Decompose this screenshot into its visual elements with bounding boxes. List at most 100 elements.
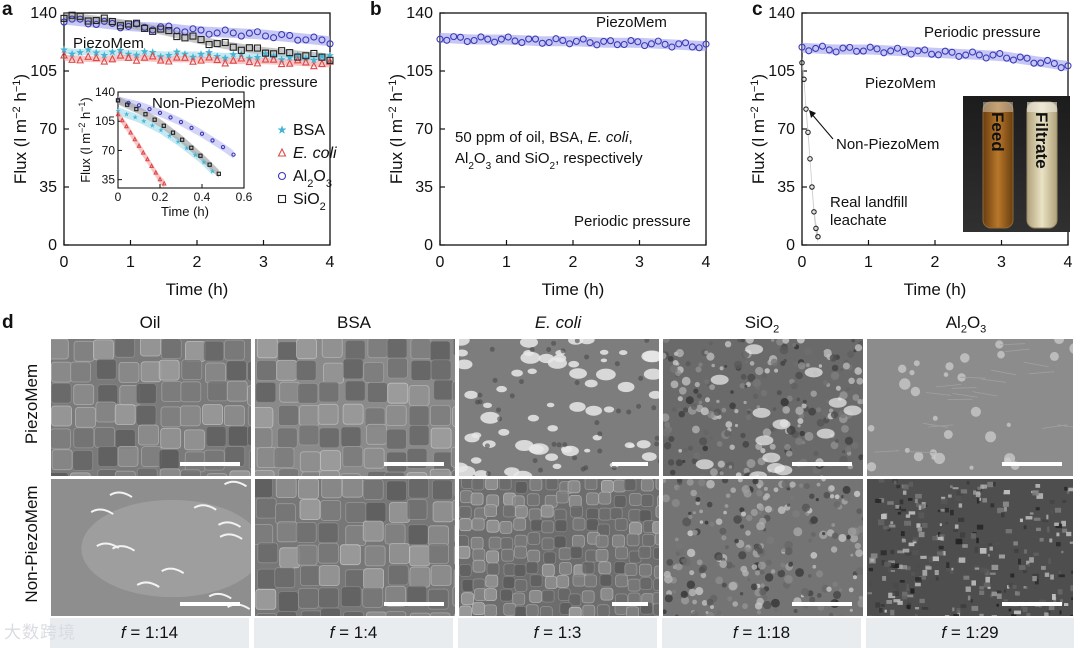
panel-b-point-34	[668, 43, 676, 51]
panel-a-point-2-1	[68, 15, 76, 23]
panel-c-annotation-nonpiezomem: Non-PiezoMem	[836, 136, 939, 153]
panel-a-legend-marker-1	[277, 147, 287, 157]
panel-b-point-0	[436, 35, 444, 43]
panel-a-legend-label-3: SiO2	[293, 191, 326, 213]
panel-a-point-3-16	[189, 32, 197, 40]
panel-b-point-1	[443, 36, 451, 44]
panel-a-point-1-22	[237, 53, 246, 62]
panel-a-point-2-13	[165, 22, 173, 30]
panel-a-ytick-label-3: 105	[30, 63, 57, 80]
panel-a-point-1-28	[285, 59, 294, 67]
panel-c-point-12	[880, 49, 888, 57]
panel-c-point-38	[1057, 64, 1065, 72]
panel-a-point-3-7	[116, 22, 124, 30]
panel-a-point-1-0	[60, 50, 68, 59]
panel-b-point-5	[470, 36, 478, 45]
panel-a-point-3-27	[278, 47, 286, 55]
scale-bar-1-0	[180, 602, 240, 606]
panel-b-ytick-label-1: 35	[415, 179, 433, 196]
sem-image-piezomem-4	[866, 338, 1074, 477]
panel-a-point-2-32	[318, 36, 326, 44]
panel-b-xtick-label-1: 1	[502, 254, 511, 271]
row-label-nonpiezomem: Non-PiezoMem	[22, 485, 41, 603]
panel-a-point-3-13	[165, 27, 173, 35]
inset-xtick-label-2: 0.4	[194, 190, 211, 204]
panel-a-point-3-24	[253, 44, 262, 52]
panel-a-point-1-4	[92, 53, 101, 62]
panel-c-nonpiezo-point-1	[801, 76, 807, 83]
panel-c-xlabel: Time (h)	[904, 280, 967, 299]
inset-point-1-2	[123, 123, 129, 129]
panel-c-point-7	[846, 43, 854, 51]
panel-b-point-16	[545, 38, 553, 47]
panel-a-point-1-7	[116, 50, 125, 59]
panel-b-chart: 0 1 2 3 4 0 35 70 105 140 Time (h) Flux (l m−2 h−1)…	[387, 5, 711, 299]
panel-a-point-3-14	[173, 33, 181, 41]
panel-a-point-1-26	[269, 54, 278, 63]
inset-point-2-8	[199, 131, 205, 136]
scale-bar-0-4	[1002, 462, 1062, 466]
panel-a-inset: 0 0.2 0.4 0.6 35 70 105 140 Time (h) Flux (l m−2 …	[77, 85, 255, 219]
panel-c-point-22	[948, 48, 956, 56]
panel-a-point-1-15	[181, 53, 189, 61]
panel-a-point-1-3	[84, 52, 93, 60]
panel-c-point-18	[921, 46, 929, 54]
scale-bar-0-1	[384, 462, 444, 466]
panel-b-point-30	[641, 42, 649, 50]
panel-letter-a: a	[2, 0, 13, 20]
panel-a-point-3-21	[229, 43, 237, 51]
panel-b-point-19	[566, 40, 574, 48]
inset-point-3-10	[207, 162, 212, 167]
panel-c-point-31	[1009, 56, 1017, 64]
col-header-oil: Oil	[139, 313, 161, 332]
panel-a-band-bsa	[64, 48, 330, 61]
panel-c-xtick-label-4: 4	[1064, 254, 1073, 271]
panel-b-point-28	[627, 37, 635, 45]
panel-b-xtick-label-0: 0	[436, 254, 445, 271]
inset-xtick-label-0: 0	[115, 190, 122, 204]
inset-point-2-2	[136, 103, 142, 108]
panel-c-xtick-label-0: 0	[798, 254, 807, 271]
panel-c-point-0	[798, 43, 806, 51]
panel-a-annotation-piezomem: PiezoMem	[73, 35, 144, 52]
col-header-al2o3: Al2O3	[945, 313, 987, 336]
panel-a-point-1-21	[229, 55, 238, 64]
panel-c-xtick-label-3: 3	[997, 254, 1006, 271]
panel-c-nonpiezo-point-7	[813, 225, 819, 232]
panel-a-point-0-10	[140, 47, 149, 56]
panel-a-point-3-26	[270, 50, 278, 58]
panel-c-point-8	[853, 47, 861, 55]
panel-letter-c: c	[752, 0, 763, 20]
panel-b-ylabel: Flux (l m−2 h−1)	[387, 74, 406, 184]
panel-c-point-34	[1030, 59, 1038, 67]
panel-a-point-3-29	[294, 53, 302, 61]
sem-image-piezomem-3	[662, 338, 864, 477]
panel-a-point-0-17	[196, 49, 206, 58]
panel-a-xtick-label-0: 0	[60, 254, 69, 271]
panel-c-band-piezomem	[802, 42, 1068, 71]
panel-a-point-0-3	[84, 45, 93, 54]
panel-b-point-20	[572, 37, 580, 45]
panel-b-point-29	[634, 38, 642, 46]
panel-a-point-1-20	[221, 58, 230, 67]
panel-a-point-1-13	[164, 56, 173, 65]
panel-c-point-15	[900, 48, 908, 56]
scale-bar-0-3	[792, 462, 852, 466]
panel-a-point-3-5	[100, 14, 108, 22]
inset-point-3-1	[125, 102, 130, 107]
panel-a-point-2-23	[245, 29, 253, 37]
ratio-cell-al2o3: f = 1:29	[866, 618, 1074, 648]
panel-a-xtick-label-1: 1	[126, 254, 135, 271]
inset-point-0-9	[192, 152, 199, 158]
panel-c-point-19	[928, 50, 936, 58]
panel-b-point-12	[518, 39, 526, 47]
panel-b-point-11	[511, 37, 519, 45]
panel-c-ylabel: Flux (l m−2 h−1)	[749, 74, 768, 184]
panel-a-point-1-1	[68, 55, 76, 63]
scale-bar-1-3	[792, 602, 852, 606]
inset-point-2-5	[168, 115, 173, 120]
panel-a-point-3-3	[84, 17, 92, 25]
panel-b-point-3	[456, 33, 465, 41]
panel-a-point-1-31	[309, 61, 318, 70]
panel-b-xtick-label-4: 4	[702, 254, 711, 271]
